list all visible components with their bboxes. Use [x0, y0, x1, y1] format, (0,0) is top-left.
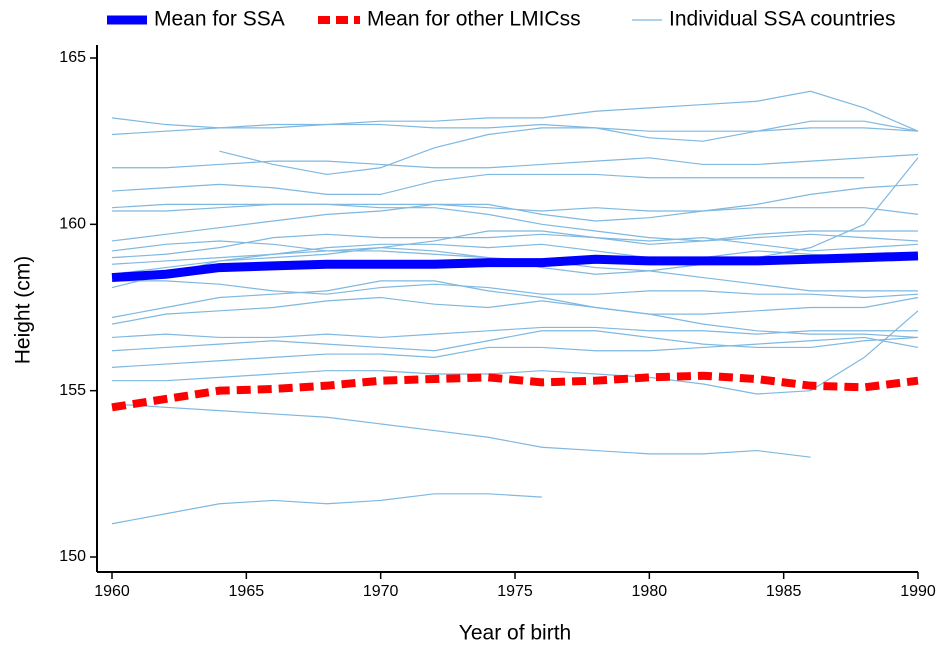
- country-line: [111, 183, 919, 242]
- y-axis-label: Height (cm): [12, 256, 35, 365]
- country-line: [111, 173, 865, 195]
- y-tick-label: 155: [59, 382, 86, 399]
- mean-line: [111, 251, 919, 283]
- country-line: [219, 120, 919, 176]
- x-tick-label: 1985: [766, 583, 802, 600]
- x-axis-label: Year of birth: [459, 622, 571, 645]
- country-line: [111, 403, 811, 458]
- x-tick-label: 1990: [900, 583, 936, 600]
- country-line: [111, 336, 919, 368]
- country-line: [111, 493, 542, 525]
- x-tick-label: 1960: [94, 583, 130, 600]
- y-tick-label: 150: [59, 548, 86, 565]
- x-tick-label: 1970: [363, 583, 399, 600]
- country-line: [111, 330, 919, 352]
- legend-label: Mean for SSA: [154, 8, 285, 31]
- y-tick-label: 160: [59, 216, 86, 233]
- x-tick-label: 1965: [229, 583, 265, 600]
- country-line: [112, 280, 919, 299]
- country-line: [111, 230, 919, 252]
- x-tick-label: 1980: [632, 583, 668, 600]
- legend-label: Mean for other LMICss: [367, 8, 581, 31]
- mean-line: [111, 371, 919, 412]
- legend-label: Individual SSA countries: [669, 8, 895, 31]
- country-line: [111, 123, 919, 136]
- country-line: [111, 233, 919, 259]
- country-line: [112, 203, 918, 242]
- x-tick-label: 1975: [497, 583, 533, 600]
- country-line: [112, 310, 919, 395]
- country-line: [112, 153, 919, 169]
- country-line: [111, 280, 919, 319]
- country-line: [111, 90, 919, 132]
- y-tick-label: 165: [59, 49, 86, 66]
- country-line: [111, 326, 918, 339]
